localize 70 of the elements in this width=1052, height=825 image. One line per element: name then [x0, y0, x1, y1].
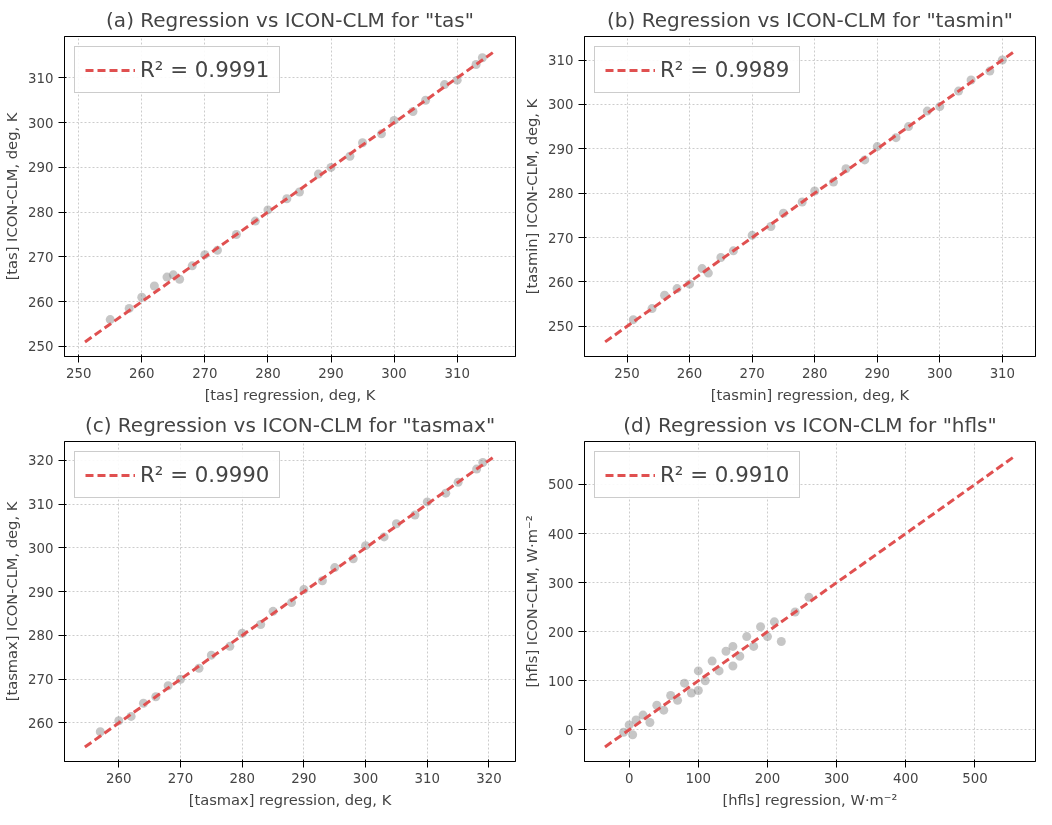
legend-label: R² = 0.9989 — [660, 57, 790, 82]
y-tick-label: 300 — [28, 115, 54, 131]
x-tick-label: 260 — [106, 770, 132, 786]
x-axis-title: [tasmin] regression, deg, K — [710, 385, 910, 403]
y-tick-label: 270 — [548, 230, 574, 246]
x-tick-label: 280 — [255, 365, 281, 381]
y-tick-label: 250 — [28, 339, 54, 355]
x-tick-label: 300 — [352, 770, 379, 786]
x-tick-label: 200 — [754, 770, 781, 786]
x-tick-label: 270 — [739, 365, 765, 381]
x-tick-label: 310 — [444, 365, 470, 381]
y-axis-title: [hfls] ICON-CLM, W·m⁻² — [523, 515, 541, 688]
x-tick-label: 250 — [614, 365, 640, 381]
y-tick-label: 290 — [548, 141, 574, 157]
x-tick-label: 320 — [476, 770, 502, 786]
y-tick-label: 300 — [548, 575, 574, 591]
y-tick-label: 290 — [28, 160, 54, 176]
x-tick-label: 300 — [927, 365, 953, 381]
y-axis-title: [tas] ICON-CLM, deg, K — [3, 112, 21, 281]
x-tick-label: 100 — [685, 770, 712, 786]
x-tick-label: 310 — [414, 770, 441, 786]
x-tick-label: 250 — [65, 365, 92, 381]
x-tick-label: 310 — [989, 365, 1016, 381]
x-tick-label: 280 — [229, 770, 255, 786]
x-axis-title: [hfls] regression, W·m⁻² — [722, 790, 898, 808]
x-tick-label: 300 — [381, 365, 407, 381]
x-tick-label: 270 — [192, 365, 218, 381]
y-axis-title: [tasmin] ICON-CLM, deg, K — [523, 98, 541, 295]
legend-label: R² = 0.9991 — [140, 57, 270, 82]
y-tick-label: 200 — [548, 624, 574, 640]
legend-label: R² = 0.9990 — [140, 462, 270, 487]
y-tick-label: 400 — [548, 526, 574, 542]
x-tick-label: 0 — [624, 770, 634, 786]
y-tick-label: 310 — [28, 497, 54, 513]
y-tick-label: 290 — [28, 584, 54, 600]
x-axis-title: [tas] regression, deg, K — [204, 385, 376, 403]
x-tick-label: 260 — [676, 365, 703, 381]
y-tick-label: 500 — [548, 477, 574, 493]
x-tick-label: 260 — [129, 365, 155, 381]
x-tick-label: 270 — [167, 770, 194, 786]
chart-title: (b) Regression vs ICON-CLM for "tasmin" — [606, 7, 1014, 32]
y-tick-label: 300 — [548, 97, 574, 113]
y-tick-label: 280 — [28, 628, 54, 644]
chart-title: (d) Regression vs ICON-CLM for "hfls" — [623, 412, 997, 437]
y-tick-label: 310 — [548, 53, 574, 69]
y-tick-label: 260 — [28, 294, 54, 310]
y-tick-label: 320 — [28, 453, 54, 469]
y-tick-label: 280 — [548, 186, 574, 202]
x-tick-label: 290 — [291, 770, 317, 786]
y-tick-label: 310 — [28, 70, 54, 86]
x-tick-label: 500 — [962, 770, 988, 786]
x-tick-label: 300 — [823, 770, 850, 786]
legend-label: R² = 0.9910 — [660, 462, 790, 487]
y-tick-label: 270 — [28, 672, 54, 688]
x-axis-title: [tasmax] regression, deg, K — [188, 790, 392, 808]
y-tick-label: 300 — [28, 540, 54, 556]
y-tick-label: 260 — [28, 715, 54, 731]
chart-title: (a) Regression vs ICON-CLM for "tas" — [106, 7, 474, 32]
y-tick-label: 250 — [548, 319, 574, 335]
y-axis-title: [tasmax] ICON-CLM, deg, K — [3, 501, 21, 702]
y-tick-label: 260 — [548, 274, 574, 290]
y-tick-label: 100 — [548, 673, 574, 689]
y-tick-label: 280 — [28, 205, 54, 221]
x-tick-label: 290 — [864, 365, 890, 381]
x-tick-label: 280 — [801, 365, 828, 381]
x-tick-label: 290 — [318, 365, 344, 381]
y-tick-label: 270 — [28, 249, 54, 265]
x-tick-label: 400 — [893, 770, 919, 786]
chart-title: (c) Regression vs ICON-CLM for "tasmax" — [84, 412, 496, 437]
y-tick-label: 0 — [565, 722, 574, 738]
